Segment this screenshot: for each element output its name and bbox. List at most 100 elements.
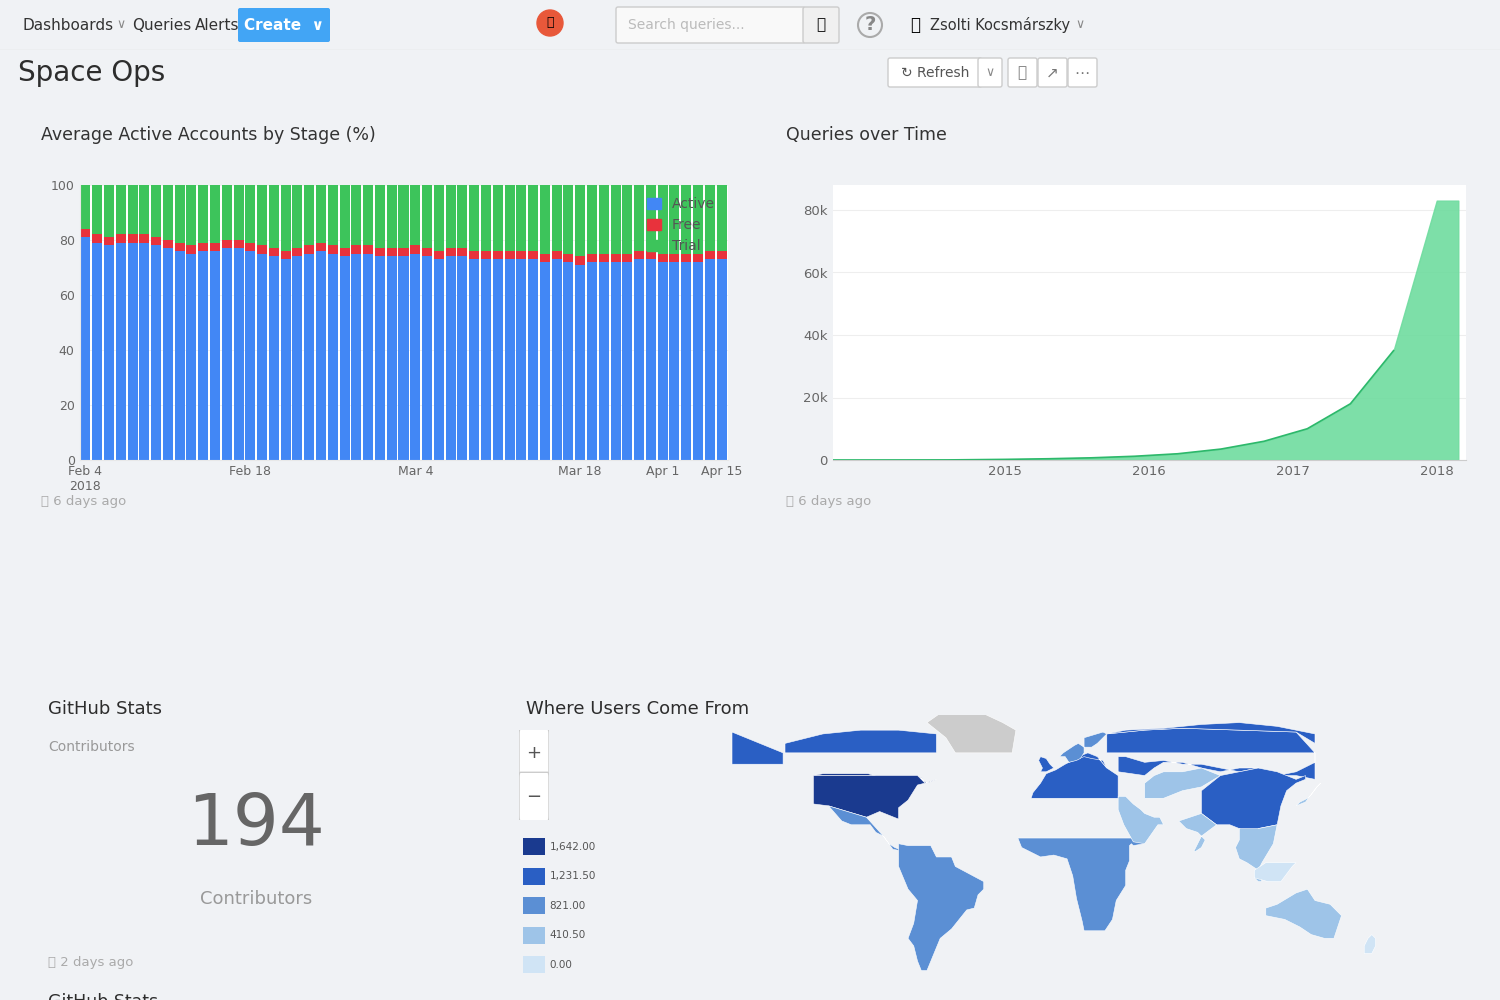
Bar: [246, 185, 255, 243]
FancyBboxPatch shape: [1038, 58, 1066, 87]
Bar: [339, 185, 350, 248]
Bar: [524, 897, 544, 914]
Text: −: −: [526, 788, 542, 806]
Bar: [482, 185, 490, 251]
Bar: [81, 229, 90, 237]
Polygon shape: [1107, 723, 1316, 743]
Bar: [292, 248, 303, 256]
Bar: [717, 259, 726, 460]
Bar: [328, 185, 338, 245]
Text: Alerts: Alerts: [195, 17, 240, 32]
Polygon shape: [1296, 783, 1320, 806]
Bar: [81, 237, 90, 460]
Bar: [363, 185, 374, 245]
Bar: [524, 956, 544, 973]
Bar: [351, 254, 361, 460]
Polygon shape: [1254, 863, 1296, 882]
Bar: [280, 259, 291, 460]
Bar: [234, 248, 243, 460]
Bar: [399, 185, 408, 248]
Bar: [634, 251, 644, 259]
Bar: [458, 185, 468, 248]
Text: 410.50: 410.50: [549, 930, 586, 940]
Bar: [657, 185, 668, 254]
Bar: [128, 185, 138, 234]
Bar: [446, 185, 456, 248]
Bar: [268, 185, 279, 248]
Bar: [304, 245, 315, 254]
Bar: [492, 259, 502, 460]
Bar: [458, 248, 468, 256]
Bar: [387, 256, 396, 460]
FancyBboxPatch shape: [1008, 58, 1036, 87]
Text: Queries: Queries: [132, 17, 192, 32]
Bar: [128, 234, 138, 243]
Bar: [387, 248, 396, 256]
Bar: [246, 243, 255, 251]
Text: ⋯: ⋯: [1074, 66, 1089, 81]
Bar: [363, 245, 374, 254]
Legend: Active, Free, Trial: Active, Free, Trial: [642, 192, 720, 259]
FancyBboxPatch shape: [1068, 58, 1096, 87]
Bar: [524, 838, 544, 855]
Text: 👤: 👤: [910, 16, 920, 34]
Bar: [186, 185, 196, 245]
Bar: [152, 245, 160, 460]
FancyBboxPatch shape: [238, 8, 330, 42]
Bar: [128, 243, 138, 460]
Text: ∨: ∨: [116, 18, 124, 31]
Text: ↗: ↗: [1046, 66, 1059, 81]
Text: ↻ Refresh: ↻ Refresh: [902, 66, 969, 80]
Bar: [564, 254, 573, 262]
Polygon shape: [1364, 935, 1376, 954]
Text: Contributors: Contributors: [48, 740, 135, 754]
Bar: [174, 243, 184, 251]
Bar: [433, 259, 444, 460]
Bar: [528, 185, 538, 251]
Text: 🔍: 🔍: [816, 17, 825, 32]
Bar: [268, 256, 279, 460]
Polygon shape: [884, 836, 904, 851]
Bar: [516, 259, 526, 460]
Bar: [598, 254, 609, 262]
Bar: [669, 185, 680, 254]
Bar: [681, 254, 692, 262]
Bar: [316, 243, 326, 251]
Bar: [693, 262, 703, 460]
Polygon shape: [1019, 838, 1146, 931]
Bar: [222, 240, 232, 248]
Bar: [140, 243, 150, 460]
Bar: [586, 185, 597, 254]
Bar: [164, 240, 172, 248]
Text: ?: ?: [864, 15, 876, 34]
Bar: [516, 185, 526, 251]
Text: Space Ops: Space Ops: [18, 59, 165, 87]
Bar: [81, 185, 90, 229]
Text: +: +: [526, 744, 542, 762]
Bar: [574, 265, 585, 460]
Bar: [610, 262, 621, 460]
Text: Queries over Time: Queries over Time: [786, 126, 948, 144]
Bar: [482, 251, 490, 259]
Text: ⌛ 2 days ago: ⌛ 2 days ago: [48, 956, 134, 969]
Bar: [116, 185, 126, 234]
Bar: [210, 185, 220, 243]
Bar: [104, 237, 114, 245]
Text: Where Users Come From: Where Users Come From: [526, 700, 750, 718]
Text: 1,231.50: 1,231.50: [549, 871, 596, 881]
Bar: [256, 245, 267, 254]
Bar: [104, 185, 114, 237]
Bar: [268, 248, 279, 256]
Bar: [399, 256, 408, 460]
Polygon shape: [1236, 825, 1276, 882]
Bar: [657, 254, 668, 262]
Bar: [504, 259, 515, 460]
Bar: [598, 262, 609, 460]
Bar: [246, 251, 255, 460]
Bar: [433, 251, 444, 259]
Text: Dashboards: Dashboards: [22, 17, 112, 32]
Bar: [540, 254, 550, 262]
Polygon shape: [1059, 732, 1107, 762]
Bar: [634, 259, 644, 460]
Bar: [198, 251, 208, 460]
